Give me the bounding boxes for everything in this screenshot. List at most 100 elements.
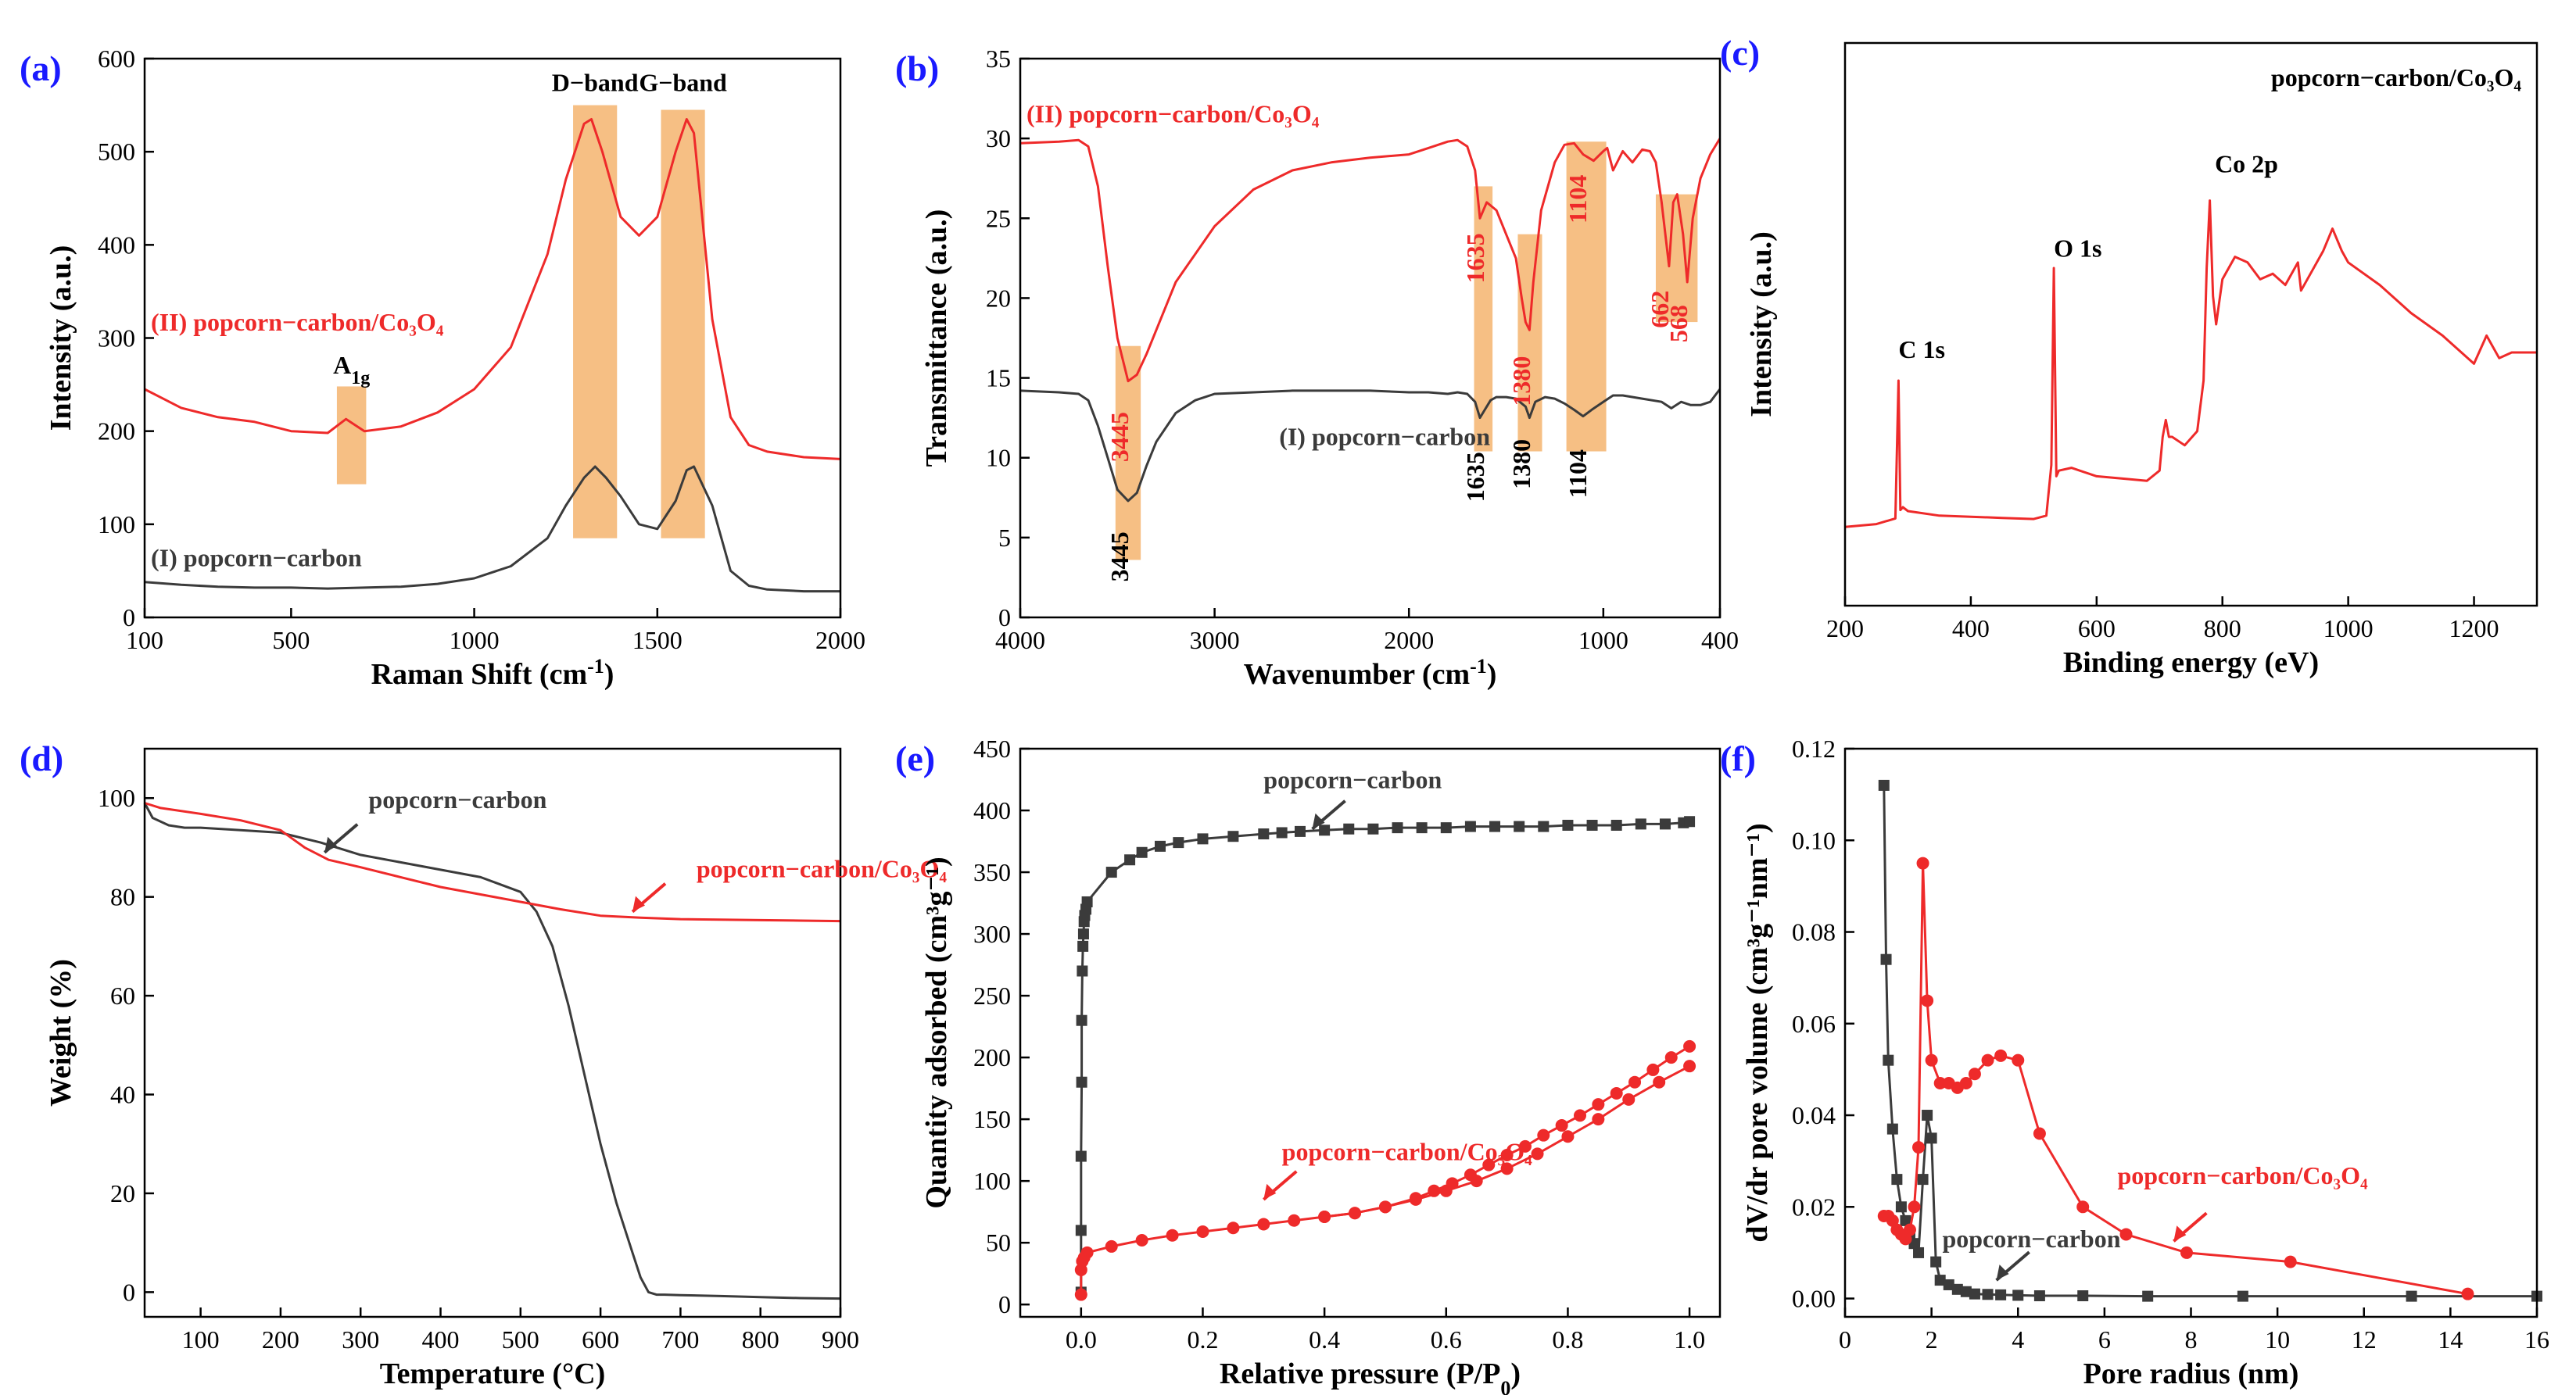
data-point xyxy=(1900,1214,1911,1226)
y-tick-label: 25 xyxy=(986,204,1011,232)
data-point xyxy=(1077,928,1089,940)
x-axis-label: Relative pressure (P/P0) xyxy=(1220,1357,1521,1395)
data-point xyxy=(1538,821,1550,832)
x-tick-label: 1000 xyxy=(2323,614,2374,642)
data-point xyxy=(1081,896,1093,907)
data-point xyxy=(1075,1150,1087,1162)
peak-label: 1104 xyxy=(1564,449,1592,498)
data-point xyxy=(1592,1113,1605,1126)
data-point xyxy=(1683,1060,1696,1073)
data-point xyxy=(1166,1229,1179,1242)
x-tick-label: 4 xyxy=(2012,1325,2024,1354)
x-tick-label: 12 xyxy=(2352,1325,2377,1354)
x-tick-label: 0.6 xyxy=(1431,1325,1462,1354)
data-point xyxy=(1514,821,1525,832)
annotation-text: C 1s xyxy=(1898,335,1945,363)
series-line-0 xyxy=(1844,199,2537,528)
y-axis-label: Quantity adsorbed (cm³g⁻¹) xyxy=(920,857,953,1208)
data-point xyxy=(1500,1148,1514,1161)
y-tick-label: 300 xyxy=(973,920,1011,948)
data-point xyxy=(1925,1053,1938,1067)
data-point xyxy=(1916,857,1929,870)
data-point xyxy=(1586,819,1598,831)
data-point xyxy=(1968,1068,1981,1081)
axes-frame xyxy=(1019,747,1722,1318)
y-tick-label: 0.10 xyxy=(1792,826,1836,854)
series-label: (I) popcorn−carbon xyxy=(151,543,362,571)
y-axis-label: Intensity (a.u.) xyxy=(1745,231,1778,417)
data-point xyxy=(1319,824,1331,836)
data-point xyxy=(1934,1275,1946,1286)
x-tick-label: 200 xyxy=(1826,614,1864,642)
x-axis-label: Raman Shift (cm-1) xyxy=(371,655,614,692)
x-axis-label: Pore radius (nm) xyxy=(2083,1357,2299,1390)
data-point xyxy=(1960,1286,1972,1297)
y-tick-label: 250 xyxy=(973,982,1011,1010)
data-point xyxy=(1135,1234,1148,1247)
axes-frame xyxy=(1019,57,1722,619)
x-tick-label: 600 xyxy=(2078,614,2116,642)
series-line-1 xyxy=(144,802,841,923)
annotation-text: popcorn−carbon/Co₃O₄ xyxy=(1282,1137,1533,1165)
annotation-text: A1g xyxy=(333,351,370,388)
data-point xyxy=(1518,1139,1532,1153)
data-point xyxy=(1076,1014,1087,1026)
y-tick-label: 200 xyxy=(973,1043,1011,1071)
series-label: (II) popcorn−carbon/Co₃O₄ xyxy=(1026,100,1320,128)
data-point xyxy=(1367,823,1379,835)
annotation-arrowhead xyxy=(324,836,338,853)
data-point xyxy=(2180,1246,2193,1259)
y-tick-label: 40 xyxy=(110,1081,135,1109)
data-point xyxy=(1482,1158,1496,1171)
y-tick-label: 400 xyxy=(973,796,1011,824)
highlight-band xyxy=(336,386,367,485)
y-tick-label: 0 xyxy=(998,1290,1011,1318)
data-point xyxy=(1981,1053,1994,1067)
y-tick-label: 200 xyxy=(98,417,135,445)
chart-title: popcorn−carbon/Co₃O₄ xyxy=(2271,63,2522,91)
y-tick-label: 300 xyxy=(98,324,135,352)
x-tick-label: 6 xyxy=(2098,1325,2111,1354)
data-point xyxy=(1653,1075,1666,1089)
y-tick-label: 0.02 xyxy=(1792,1193,1836,1221)
data-point xyxy=(1074,1288,1087,1301)
annotation-text: popcorn−carbon xyxy=(1263,766,1442,794)
data-point xyxy=(1416,822,1428,834)
x-axis-label: Temperature (°C) xyxy=(380,1357,606,1390)
data-point xyxy=(1343,823,1355,835)
y-tick-label: 0.00 xyxy=(1792,1285,1836,1313)
series-label: (II) popcorn−carbon/Co₃O₄ xyxy=(151,308,444,336)
data-point xyxy=(1926,1132,1937,1144)
y-axis-label: Intensity (a.u.) xyxy=(45,245,77,431)
x-axis-label: Wavenumber (cm-1) xyxy=(1244,655,1497,692)
annotation-text: popcorn−carbon xyxy=(368,785,546,814)
annotation-text: D−band xyxy=(552,69,639,97)
annotation-arrowhead xyxy=(632,896,646,912)
x-tick-label: 0 xyxy=(1839,1325,1851,1354)
x-tick-label: 600 xyxy=(582,1325,619,1354)
annotation-arrowhead xyxy=(1263,1183,1277,1200)
series-line-1 xyxy=(144,465,840,593)
peak-label: 3445 xyxy=(1105,412,1134,462)
data-point xyxy=(1318,1210,1331,1223)
x-tick-label: 1500 xyxy=(632,626,683,654)
x-tick-label: 0.8 xyxy=(1552,1325,1583,1354)
y-tick-label: 0 xyxy=(123,603,135,631)
data-point xyxy=(1080,1246,1094,1259)
x-tick-label: 2000 xyxy=(1384,626,1434,654)
data-point xyxy=(1227,1222,1240,1235)
x-tick-label: 1000 xyxy=(1578,626,1628,654)
panel-f: 0 2 4 6 8 10 12 14 16 0.00 0.02 0.04 0.06 0.08 0.10 0.1… xyxy=(1720,735,2549,1390)
data-point xyxy=(1913,1247,1925,1258)
panel-label: (f) xyxy=(1720,739,1756,778)
y-tick-label: 0.04 xyxy=(1792,1101,1836,1129)
x-tick-label: 2 xyxy=(1926,1325,1938,1354)
axes-frame xyxy=(1843,41,2538,607)
panel-d: 100 200 300 400 500 600 700 800 900 0 20 40 60 80 100 T… xyxy=(20,739,947,1390)
data-point xyxy=(1886,1123,1898,1135)
y-tick-label: 0.08 xyxy=(1792,918,1836,946)
data-point xyxy=(2284,1255,2297,1268)
data-point xyxy=(2142,1290,2154,1302)
annotation-arrowhead xyxy=(1996,1264,2009,1281)
